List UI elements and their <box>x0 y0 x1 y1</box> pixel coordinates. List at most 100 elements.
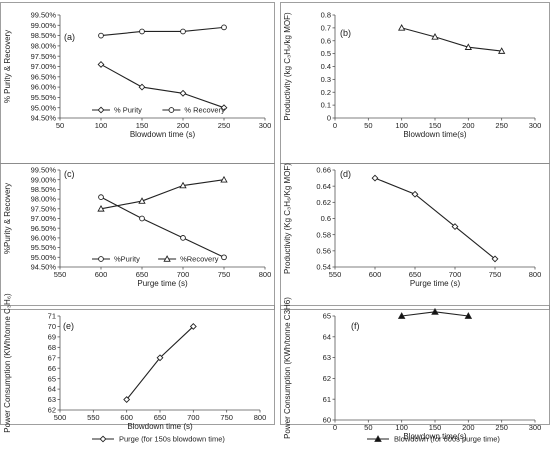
data-point <box>220 104 228 112</box>
data-point <box>189 323 197 330</box>
legend-marker <box>374 435 382 442</box>
legend-marker <box>97 106 105 114</box>
y-tick-label: 66 <box>48 364 56 373</box>
x-tick-label: 300 <box>529 423 542 432</box>
y-tick-label: 0.62 <box>316 198 331 207</box>
y-tick-label: 95.50% <box>31 93 57 102</box>
legend-label: % Purity <box>114 106 142 115</box>
x-axis-label: Purge time (s) <box>410 279 461 288</box>
y-axis-label: %Purity & Recovery <box>3 183 12 254</box>
x-tick-label: 300 <box>259 121 272 130</box>
y-tick-label: 0.64 <box>316 182 331 191</box>
series-line-1 <box>126 326 194 400</box>
y-tick-label: 97.00% <box>31 214 57 223</box>
x-axis-label: Blowdown time (s) <box>130 130 196 139</box>
data-point <box>221 24 227 31</box>
data-point <box>411 190 419 198</box>
data-point <box>498 47 506 54</box>
legend-label: %Recovery <box>180 255 219 264</box>
y-tick-label: 0.66 <box>316 166 331 175</box>
y-tick-label: 99.00% <box>31 21 57 30</box>
x-tick-label: 200 <box>177 121 190 130</box>
x-tick-label: 700 <box>177 270 190 279</box>
y-tick-label: 94.50% <box>31 263 57 272</box>
y-tick-label: 61 <box>323 395 331 404</box>
data-point <box>179 89 187 97</box>
y-tick-label: 0.5 <box>321 49 331 58</box>
chart-panel-6: 60 61 62 63 64 65 0 50 100 150 200 250 300 Blowdown t… <box>280 297 550 444</box>
x-tick-label: 0 <box>333 121 337 130</box>
x-axis-label: Blowdown time(s) <box>403 130 466 139</box>
series-line-2 <box>100 179 225 210</box>
legend-marker <box>99 435 107 443</box>
data-point <box>220 175 228 183</box>
y-tick-label: 64 <box>323 332 331 341</box>
x-axis-label: Purge time (s) <box>137 279 188 288</box>
y-tick-label: 0.2 <box>321 88 331 97</box>
y-tick-label: 97.00% <box>31 62 57 71</box>
x-axis-label: Blowdown time(s) <box>403 432 466 441</box>
data-point <box>221 254 227 261</box>
data-point <box>179 181 187 189</box>
data-point <box>156 354 164 362</box>
y-tick-label: 63 <box>323 353 331 362</box>
legend-label: % Recovery <box>184 106 225 115</box>
y-tick-label: 0.1 <box>321 101 331 110</box>
y-tick-label: 96.00% <box>31 83 57 92</box>
y-tick-label: 99.00% <box>31 175 57 184</box>
y-tick-label: 67 <box>48 353 56 362</box>
x-tick-label: 250 <box>218 121 231 130</box>
legend-label: %Purity <box>114 255 140 264</box>
x-tick-label: 50 <box>364 423 372 432</box>
legend-marker <box>168 107 175 113</box>
data-point <box>464 312 473 319</box>
data-point <box>97 61 105 68</box>
x-tick-label: 800 <box>259 270 272 279</box>
data-point <box>397 312 406 319</box>
chart-panel-1: 94.50% 95.00%95.50%96.00% 96.50%97.00%97.5… <box>0 2 275 164</box>
panel-label: (f) <box>351 321 360 331</box>
y-tick-label: 63 <box>48 395 56 404</box>
y-tick-label: 0 <box>327 114 331 123</box>
series-line-2 <box>100 26 225 37</box>
data-point <box>451 223 459 231</box>
data-point <box>180 235 186 241</box>
x-tick-label: 150 <box>429 121 442 130</box>
x-tick-label: 50 <box>56 121 64 130</box>
y-axis-label: % Purity & Recovery <box>3 30 12 103</box>
y-tick-label: 0.6 <box>321 36 331 45</box>
x-tick-label: 250 <box>495 423 508 432</box>
x-tick-label: 200 <box>462 423 475 432</box>
x-tick-label: 500 <box>54 413 67 422</box>
series-line-1 <box>100 196 225 258</box>
panel-label: (c) <box>64 169 75 179</box>
y-tick-label: 98.50% <box>31 185 57 194</box>
data-point <box>123 396 131 403</box>
series-line-1 <box>401 27 502 52</box>
y-tick-label: 70 <box>48 322 56 331</box>
y-tick-label: 0.58 <box>316 230 331 239</box>
panel-label: (e) <box>63 321 74 331</box>
y-tick-label: 95.00% <box>31 253 57 262</box>
data-point <box>371 174 379 182</box>
data-point <box>398 24 406 31</box>
panel-label: (b) <box>340 28 351 38</box>
y-tick-label: 98.50% <box>31 31 57 40</box>
y-tick-label: 0.56 <box>316 246 331 255</box>
x-tick-label: 100 <box>95 121 108 130</box>
x-tick-label: 750 <box>220 413 233 422</box>
x-tick-label: 600 <box>369 270 382 279</box>
data-point <box>97 204 105 212</box>
y-tick-label: 94.50% <box>31 114 57 123</box>
data-point <box>464 43 472 50</box>
y-tick-label: 60 <box>323 416 331 425</box>
y-axis-label: Power Consumption (KWh/tonne C₃H₆) <box>3 293 12 433</box>
y-tick-label: 65 <box>48 374 56 383</box>
data-point <box>431 307 439 315</box>
panel-frame <box>280 305 550 425</box>
y-tick-label: 65 <box>323 312 331 321</box>
x-tick-label: 100 <box>395 121 408 130</box>
series-line-1 <box>374 177 496 260</box>
x-tick-label: 600 <box>120 413 133 422</box>
